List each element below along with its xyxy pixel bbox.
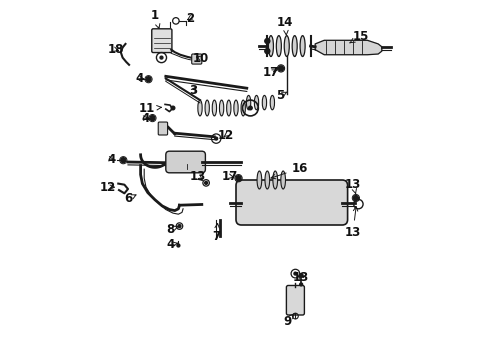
Text: 11: 11 xyxy=(139,102,161,115)
Ellipse shape xyxy=(212,100,217,116)
Text: 12: 12 xyxy=(218,129,234,141)
Ellipse shape xyxy=(292,36,297,57)
Text: 9: 9 xyxy=(283,314,294,328)
Circle shape xyxy=(146,77,151,82)
Ellipse shape xyxy=(227,100,231,116)
Text: 4: 4 xyxy=(107,153,115,166)
Circle shape xyxy=(248,106,252,110)
Text: 13: 13 xyxy=(345,207,361,239)
Text: 8: 8 xyxy=(166,223,178,236)
Ellipse shape xyxy=(300,36,305,57)
Text: 5: 5 xyxy=(276,89,287,102)
Ellipse shape xyxy=(198,100,202,116)
Circle shape xyxy=(236,176,241,181)
Text: 14: 14 xyxy=(277,16,294,35)
Ellipse shape xyxy=(284,36,289,57)
Text: 17: 17 xyxy=(222,170,238,183)
Circle shape xyxy=(150,116,155,121)
Circle shape xyxy=(300,283,303,286)
Polygon shape xyxy=(315,40,382,55)
Text: 16: 16 xyxy=(271,162,308,179)
FancyBboxPatch shape xyxy=(286,285,304,315)
Text: 4: 4 xyxy=(136,72,144,85)
Ellipse shape xyxy=(241,100,245,116)
FancyBboxPatch shape xyxy=(166,151,205,173)
Ellipse shape xyxy=(257,171,262,189)
Circle shape xyxy=(265,49,270,54)
Text: 13: 13 xyxy=(189,170,206,183)
Circle shape xyxy=(353,195,358,201)
Ellipse shape xyxy=(254,95,259,110)
Ellipse shape xyxy=(262,95,267,110)
Text: 10: 10 xyxy=(193,52,209,65)
Text: 4: 4 xyxy=(166,238,177,251)
Circle shape xyxy=(265,39,270,44)
Circle shape xyxy=(178,225,181,228)
Ellipse shape xyxy=(265,171,270,189)
Text: 3: 3 xyxy=(189,84,197,97)
Text: 4: 4 xyxy=(142,112,150,125)
Text: 2: 2 xyxy=(186,12,195,24)
Circle shape xyxy=(121,158,126,163)
Text: 6: 6 xyxy=(124,192,136,205)
Circle shape xyxy=(205,181,208,184)
Circle shape xyxy=(171,106,175,110)
Circle shape xyxy=(299,274,303,277)
Ellipse shape xyxy=(276,36,281,57)
Text: 12: 12 xyxy=(100,181,116,194)
Circle shape xyxy=(177,244,180,247)
Ellipse shape xyxy=(220,100,224,116)
Text: 13: 13 xyxy=(293,271,309,284)
FancyBboxPatch shape xyxy=(152,29,172,53)
Text: 7: 7 xyxy=(212,224,220,243)
Ellipse shape xyxy=(246,95,251,110)
FancyBboxPatch shape xyxy=(158,122,168,135)
Text: 1: 1 xyxy=(151,9,160,28)
Ellipse shape xyxy=(205,100,209,116)
Circle shape xyxy=(215,137,218,140)
Circle shape xyxy=(294,272,297,275)
FancyBboxPatch shape xyxy=(192,54,202,64)
Ellipse shape xyxy=(270,95,274,110)
Ellipse shape xyxy=(269,36,273,57)
Ellipse shape xyxy=(273,171,277,189)
Text: 18: 18 xyxy=(107,43,123,56)
Text: 15: 15 xyxy=(350,30,369,43)
Text: 13: 13 xyxy=(345,178,361,194)
Text: 17: 17 xyxy=(263,66,279,79)
Ellipse shape xyxy=(234,100,238,116)
Circle shape xyxy=(160,56,163,59)
Circle shape xyxy=(278,66,284,71)
Ellipse shape xyxy=(281,171,286,189)
FancyBboxPatch shape xyxy=(236,180,347,225)
